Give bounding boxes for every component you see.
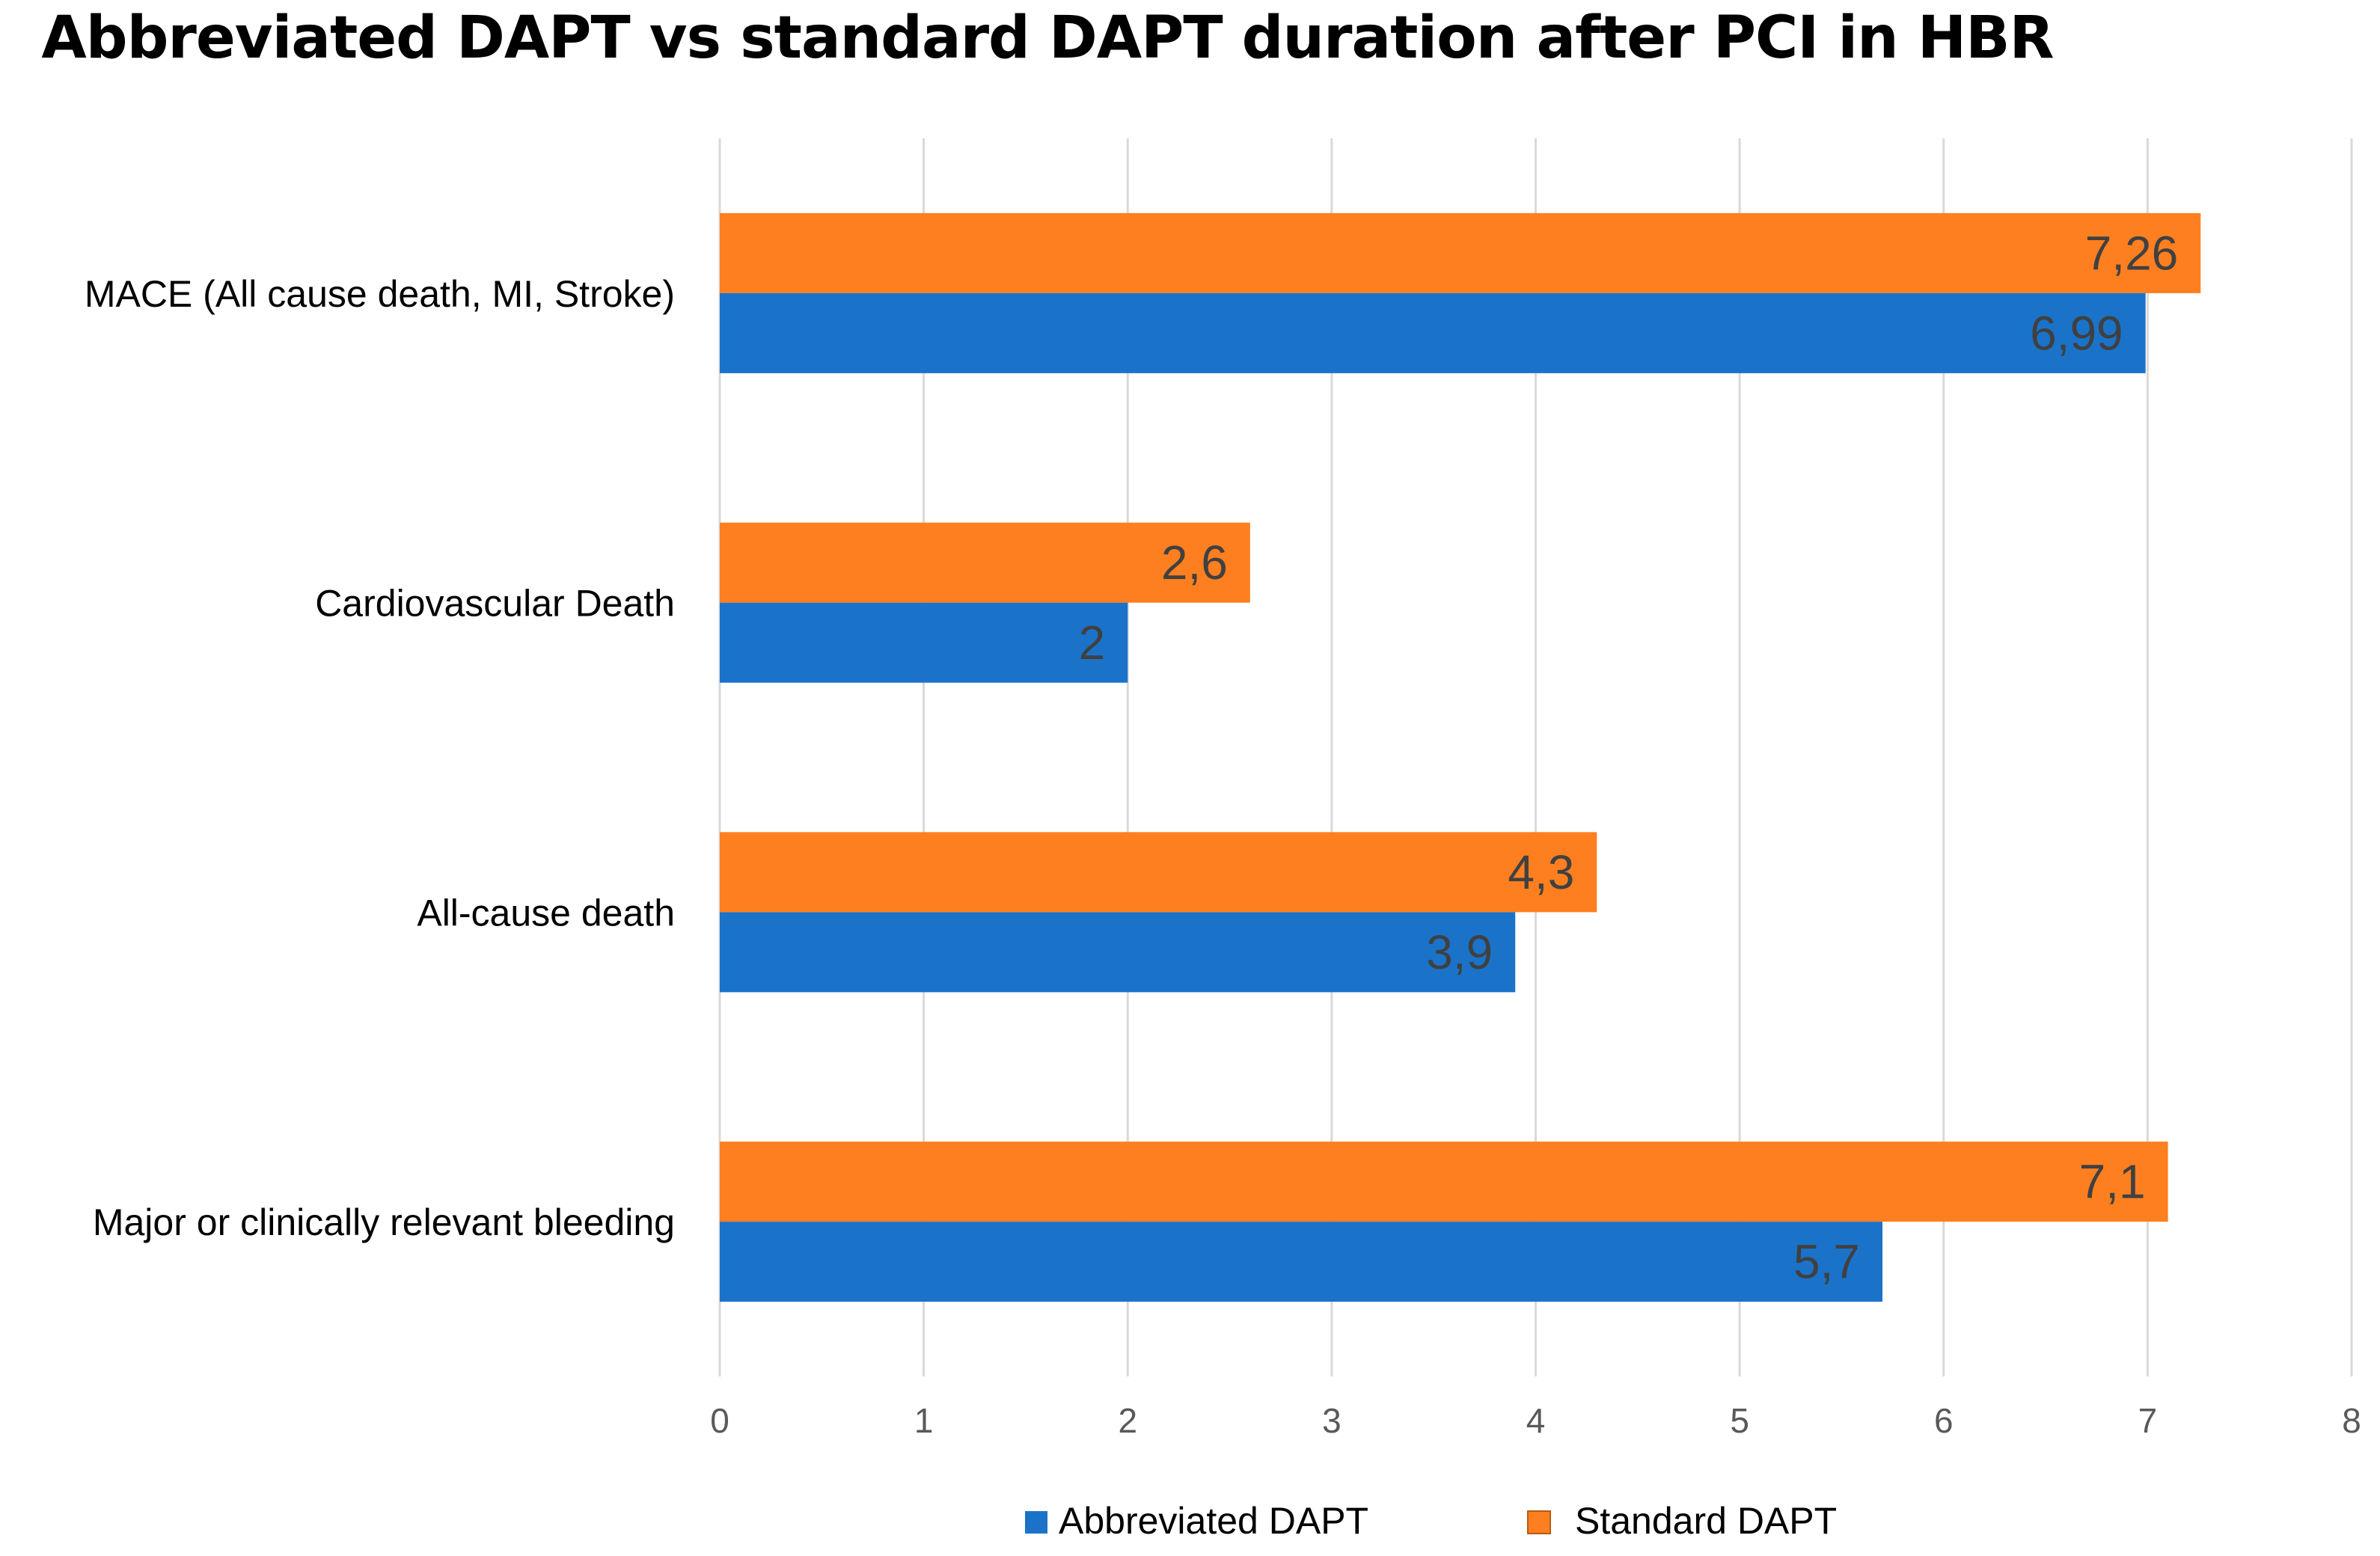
x-tick-label: 7	[2138, 1401, 2158, 1440]
category-label: Major or clinically relevant bleeding	[93, 1201, 675, 1243]
x-tick-label: 1	[914, 1401, 934, 1440]
data-label: 6,99	[2030, 306, 2123, 360]
bar-abbreviated	[720, 912, 1516, 993]
bar-standard	[720, 832, 1597, 913]
bar-standard	[720, 212, 2201, 293]
x-tick-label: 4	[1526, 1401, 1546, 1440]
legend-swatch-standard	[1527, 1510, 1551, 1534]
x-tick-label: 0	[710, 1401, 729, 1440]
bar-standard	[720, 522, 1250, 603]
legend-label: Abbreviated DAPT	[1059, 1500, 1368, 1542]
x-tick-label: 6	[1934, 1401, 1954, 1440]
x-tick-label: 3	[1322, 1401, 1342, 1440]
data-label: 2	[1079, 616, 1106, 670]
data-label: 3,9	[1426, 925, 1493, 979]
chart-title: Abbreviated DAPT vs standard DAPT durati…	[41, 4, 2054, 72]
data-label: 5,7	[1793, 1235, 1860, 1289]
x-tick-label: 8	[2342, 1401, 2361, 1440]
bar-standard	[720, 1142, 2168, 1222]
data-label: 7,1	[2079, 1155, 2146, 1209]
bar-abbreviated	[720, 602, 1128, 683]
category-label: Cardiovascular Death	[315, 583, 675, 625]
x-tick-label: 5	[1730, 1401, 1749, 1440]
bar-abbreviated	[720, 292, 2146, 373]
category-label: All-cause death	[417, 892, 675, 934]
legend-swatch-abbreviated	[1025, 1511, 1047, 1534]
data-label: 7,26	[2085, 226, 2179, 280]
bar-abbreviated	[720, 1222, 1882, 1302]
data-label: 4,3	[1508, 845, 1574, 899]
category-label: MACE (All cause death, MI, Stroke)	[85, 273, 675, 315]
data-label: 2,6	[1161, 536, 1228, 589]
legend-label: Standard DAPT	[1575, 1500, 1837, 1542]
x-tick-label: 2	[1118, 1401, 1137, 1440]
